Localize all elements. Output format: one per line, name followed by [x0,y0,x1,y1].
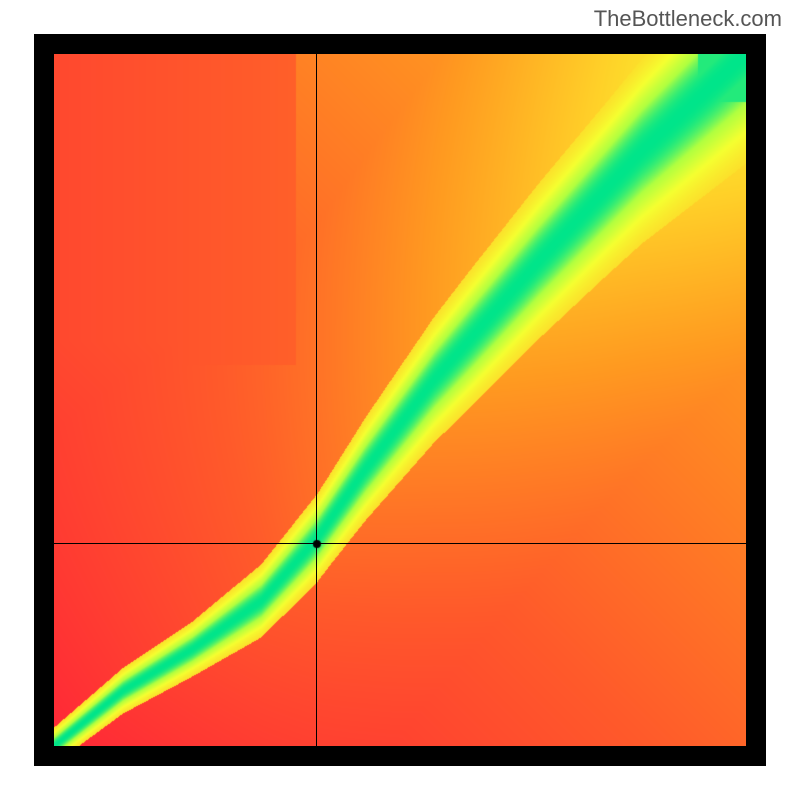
chart-container: TheBottleneck.com [0,0,800,800]
chart-frame [34,34,766,766]
watermark-text: TheBottleneck.com [594,6,782,32]
crosshair-dot [54,54,746,746]
